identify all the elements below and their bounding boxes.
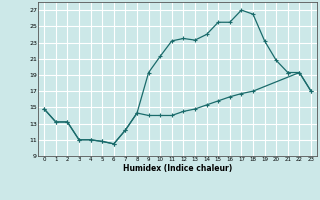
X-axis label: Humidex (Indice chaleur): Humidex (Indice chaleur) [123, 164, 232, 173]
